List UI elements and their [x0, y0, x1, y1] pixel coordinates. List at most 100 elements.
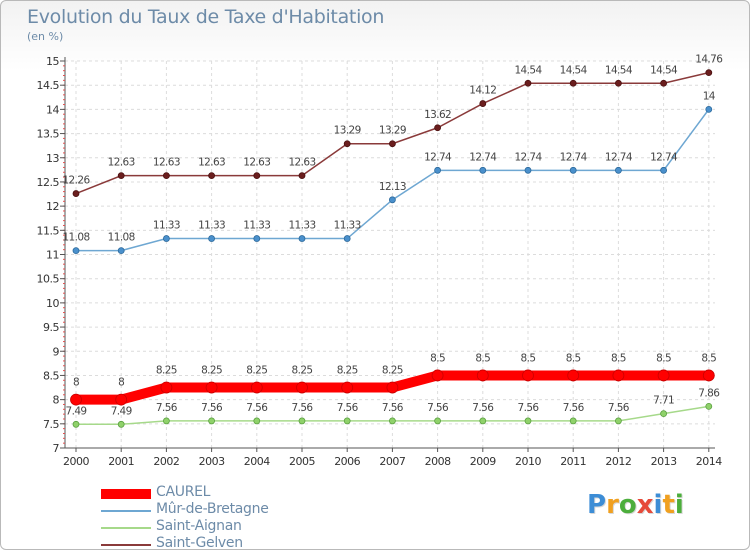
x-tick-label: 2007 [379, 455, 405, 468]
data-label: 7.56 [292, 402, 314, 414]
data-point [253, 235, 261, 242]
logo-letter: P [587, 490, 607, 520]
x-tick-label: 2005 [289, 455, 315, 468]
data-point [615, 417, 622, 425]
data-label: 7.56 [608, 402, 630, 414]
x-tick-label: 2006 [334, 455, 360, 468]
legend-label: Saint-Gelven [156, 535, 243, 551]
legend-swatch [101, 510, 151, 512]
data-point [72, 190, 80, 197]
y-tick-label: 11 [46, 249, 59, 262]
data-point [388, 196, 396, 204]
data-point [615, 79, 622, 87]
data-label: 8 [118, 377, 124, 389]
data-label: 14.54 [605, 64, 633, 76]
y-tick-label: 14 [46, 103, 59, 116]
data-point [162, 172, 170, 180]
data-point [160, 381, 173, 394]
data-point [162, 235, 170, 242]
data-point [117, 172, 125, 180]
data-point [615, 166, 622, 174]
data-label: 7.49 [111, 405, 132, 417]
data-point [343, 235, 351, 242]
data-label: 8.25 [246, 365, 267, 377]
legend-label: Mûr-de-Bretagne [156, 501, 269, 517]
data-point [208, 417, 216, 425]
data-label: 7.56 [156, 402, 178, 414]
x-tick-label: 2010 [515, 455, 541, 468]
data-point [434, 124, 442, 132]
data-point [524, 417, 532, 425]
data-point [522, 369, 534, 382]
data-label: 8.5 [656, 352, 671, 364]
y-tick-label: 10 [46, 297, 59, 310]
data-label: 8.25 [201, 365, 222, 377]
data-label: 7.56 [201, 402, 223, 414]
data-label: 12.74 [424, 151, 452, 163]
x-tick-label: 2003 [199, 455, 225, 468]
y-tick-label: 8 [53, 394, 60, 407]
chart-title: Evolution du Taux de Taxe d'Habitation [27, 6, 385, 28]
data-label: 12.74 [560, 151, 588, 163]
data-label: 8.25 [292, 365, 313, 377]
data-label: 8.5 [430, 352, 445, 364]
data-point [705, 105, 713, 113]
x-tick-label: 2012 [605, 455, 631, 468]
data-point [117, 247, 125, 255]
data-label: 14.76 [695, 54, 723, 66]
x-tick-label: 2004 [244, 455, 270, 468]
data-label: 8.5 [611, 352, 626, 364]
data-label: 11.08 [108, 232, 135, 244]
data-point [657, 369, 670, 382]
data-point [72, 420, 80, 428]
data-point [388, 417, 396, 425]
x-tick-label: 2009 [470, 455, 496, 468]
legend-label: CAUREL [156, 484, 211, 500]
data-point [208, 172, 216, 180]
data-label: 14 [703, 90, 716, 102]
data-label: 7.56 [337, 402, 359, 414]
data-label: 8.5 [475, 352, 490, 364]
data-label: 12.63 [198, 157, 225, 169]
data-point [479, 166, 487, 174]
data-point [569, 417, 577, 425]
data-point [253, 172, 261, 180]
data-point [117, 420, 125, 428]
proxiti-logo: Proxiti [587, 490, 684, 520]
data-point [298, 417, 306, 425]
x-tick-label: 2002 [153, 455, 179, 468]
data-point [479, 417, 487, 425]
data-label: 11.08 [62, 232, 89, 244]
y-tick-label: 8.5 [43, 369, 59, 382]
data-label: 12.74 [605, 151, 633, 163]
data-point [660, 79, 667, 87]
data-point [660, 166, 667, 174]
data-point [162, 417, 170, 425]
data-point [115, 393, 128, 406]
data-label: 12.74 [650, 151, 678, 163]
data-label: 8.5 [521, 352, 536, 364]
data-label: 12.63 [288, 157, 315, 169]
data-label: 7.71 [653, 395, 674, 407]
legend-swatch [101, 544, 151, 546]
data-label: 12.13 [379, 181, 406, 193]
logo-letter: o [618, 490, 637, 520]
data-point [205, 381, 218, 394]
data-label: 11.33 [334, 220, 361, 232]
logo-letter: t [662, 490, 675, 520]
chart-unit-label: (en %) [27, 30, 64, 43]
data-label: 7.56 [382, 402, 404, 414]
logo-letter: i [674, 490, 684, 520]
data-point [431, 369, 444, 382]
y-tick-label: 11.5 [37, 224, 60, 237]
data-point [476, 369, 489, 382]
data-point [524, 166, 532, 174]
y-tick-label: 14.5 [37, 79, 60, 92]
data-point [524, 79, 532, 87]
y-tick-label: 12.5 [37, 176, 60, 189]
data-label: 14.54 [650, 64, 678, 76]
x-tick-label: 2014 [696, 455, 722, 468]
data-label: 8.5 [566, 352, 581, 364]
